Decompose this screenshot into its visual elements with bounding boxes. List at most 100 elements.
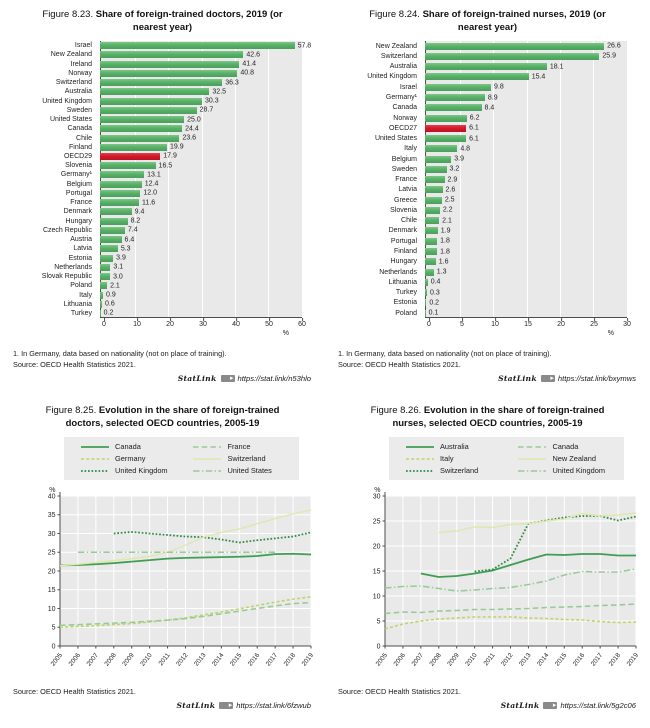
bar-row: Greece 2.5	[347, 195, 627, 205]
statlink-label: StatLink	[498, 374, 537, 384]
bar-row: Finland 1.8	[347, 246, 627, 256]
x-tick-label: 2009	[121, 652, 136, 668]
legend-item: Canada	[517, 442, 616, 451]
statlink-url[interactable]: https://stat.link/bxymws	[557, 374, 636, 384]
bar-row: Poland 0.1	[347, 308, 627, 318]
series-australia	[420, 553, 636, 578]
bar-track: 2.2	[425, 205, 627, 215]
bar-track: 8.2	[100, 217, 302, 226]
x-tick-label: 2005	[50, 652, 65, 668]
x-tick-label: 20	[166, 318, 174, 329]
bar-row: France 2.9	[347, 175, 627, 185]
bar	[100, 162, 156, 170]
figure-8-25: Figure 8.25. Evolution in the share of f…	[0, 398, 325, 728]
axis-unit-label: %	[282, 330, 289, 338]
figure-title: Figure 8.26. Evolution in the share of f…	[353, 405, 622, 430]
bar-value: 28.7	[199, 106, 214, 114]
gridline	[560, 41, 561, 318]
series-united-kingdom	[384, 568, 637, 592]
bar-value: 2.9	[447, 176, 458, 184]
bar-value: 41.4	[242, 60, 256, 68]
bar-row: United Kingdom 15.4	[347, 72, 627, 82]
bar-track: 32.5	[100, 87, 302, 96]
statlink-url[interactable]: https://stat.link/6fzwub	[236, 701, 311, 711]
series-italy	[384, 616, 637, 630]
x-tick-label: 2013	[193, 652, 208, 668]
bar	[425, 63, 547, 71]
bar-label: Italy	[404, 145, 417, 153]
bar-row: Lithuania 0.6	[22, 300, 302, 309]
line-chart: 0 5 10 15 20 25 30 35 40% 2005 2006 2007 2008 2009 201…	[34, 484, 316, 686]
bar-row: Portugal 12.0	[22, 189, 302, 198]
bar-value: 3.9	[454, 155, 464, 163]
legend-label: United Kingdom	[115, 466, 168, 476]
bar-track: 41.4	[100, 60, 302, 69]
bar	[425, 114, 467, 122]
source-line: Source: OECD Health Statistics 2021.	[338, 687, 461, 697]
bar-track: 2.1	[100, 281, 302, 290]
bar	[100, 189, 141, 197]
gridline	[526, 41, 528, 318]
legend-label: Australia	[440, 442, 469, 452]
bar-value: 42.6	[246, 51, 261, 59]
bar-track: 23.6	[100, 133, 302, 142]
bar-track: 3.1	[100, 263, 302, 272]
gridline	[492, 41, 494, 318]
bar-track: 18.1	[425, 62, 627, 72]
bar-track: 1.9	[425, 226, 627, 236]
bar-track: 2.9	[425, 175, 627, 185]
bar-label: Switzerland	[380, 52, 417, 60]
bar-label: Greece	[394, 196, 417, 204]
statlink-url[interactable]: https://stat.link/n53hlo	[237, 374, 311, 384]
axis-unit-label: %	[607, 330, 614, 338]
bar-label: Belgium	[66, 180, 92, 188]
bar-track: 0.1	[425, 308, 627, 318]
bar-value: 18.1	[549, 63, 564, 71]
bar-value: 6.2	[469, 114, 480, 122]
y-tick-label: 30	[48, 531, 56, 538]
bar	[100, 263, 111, 271]
bar-row: Denmark 1.9	[347, 226, 627, 236]
legend-line-sample	[81, 445, 109, 448]
bar-label: Estonia	[393, 299, 417, 307]
chart-legend: Canada France Germany Switzerland United Kin…	[64, 437, 299, 481]
bar-value: 26.6	[607, 42, 621, 50]
y-axis-unit: %	[49, 487, 55, 494]
bar-row: OECD27 6.1	[347, 123, 627, 133]
bar-track: 2.1	[425, 216, 627, 226]
x-tick-label: 2005	[375, 652, 390, 668]
bar-track: 25.0	[100, 115, 302, 124]
bar-row: Estonia 3.9	[22, 253, 302, 262]
bar-track: 6.4	[100, 235, 302, 244]
bar-row: United States 25.0	[22, 115, 302, 124]
bar	[100, 42, 295, 50]
bar-row: Latvia 2.6	[347, 185, 627, 195]
bar-row: Chile 2.1	[347, 216, 627, 226]
x-tick-label: 2017	[265, 652, 280, 668]
x-tick-label: 20	[557, 318, 565, 329]
figure-number: Figure 8.26.	[370, 405, 422, 416]
bar-value: 5.3	[120, 245, 131, 253]
figure-8-23: Figure 8.23. Share of foreign-trained do…	[0, 0, 325, 398]
bar-value: 30.3	[205, 97, 219, 105]
bar-value: 57.8	[297, 42, 312, 50]
legend-line-sample	[193, 445, 222, 448]
y-tick-label: 25	[48, 550, 56, 557]
bar-value: 24.4	[185, 125, 199, 133]
bar	[100, 51, 244, 59]
bar-row: Belgium 12.4	[22, 180, 302, 189]
x-tick-label: 2007	[86, 652, 101, 668]
y-tick-label: 15	[373, 568, 381, 575]
bar-track: 0.6	[100, 300, 302, 309]
legend-line-sample	[406, 445, 434, 448]
x-tick-label: 2014	[536, 652, 551, 668]
bar-label: Slovenia	[390, 206, 417, 214]
x-tick-label: 60	[298, 318, 306, 329]
statlink-line: StatLink https://stat.link/n53hlo	[10, 374, 311, 383]
gridline	[268, 41, 270, 318]
bar-row: Canada 24.4	[22, 124, 302, 133]
bar-value: 0.3	[430, 289, 440, 297]
statlink-url[interactable]: https://stat.link/5g2c06	[560, 701, 636, 711]
statlink-label: StatLink	[177, 374, 217, 384]
